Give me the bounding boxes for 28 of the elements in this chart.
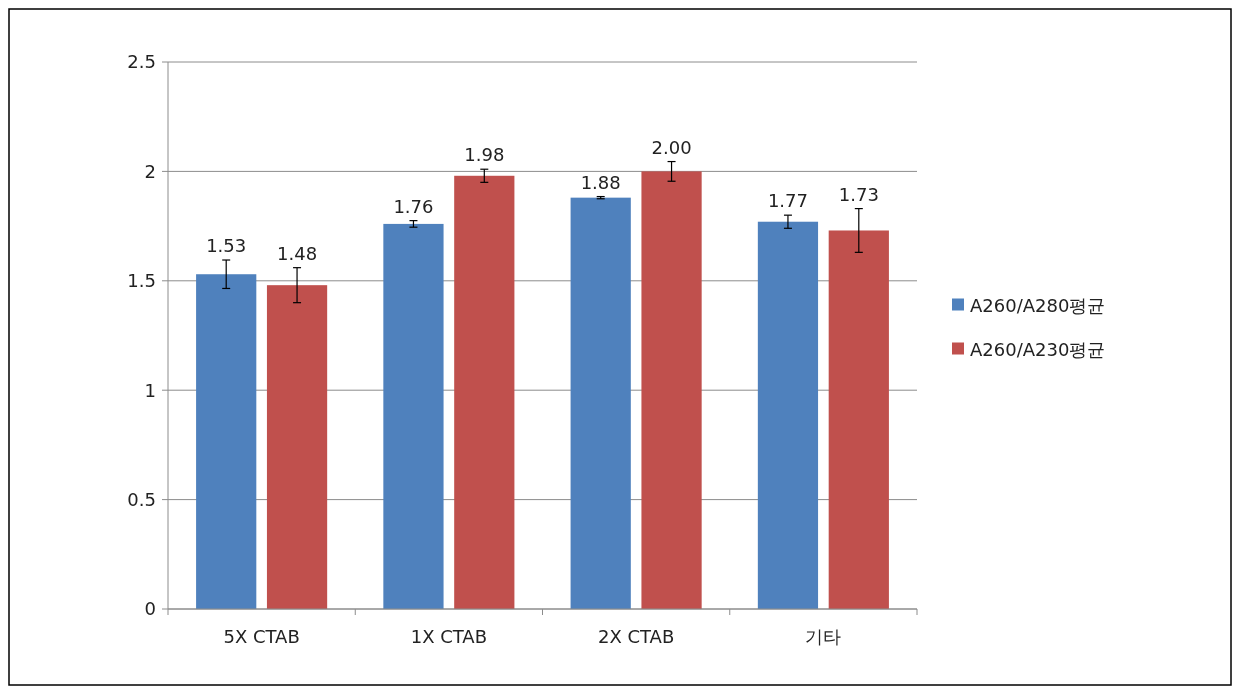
data-label: 1.76: [393, 195, 434, 217]
data-label: 1.98: [464, 144, 505, 166]
x-tick-label: 기타: [805, 626, 842, 647]
y-tick-label: 0.5: [127, 488, 156, 510]
bar: [641, 171, 702, 609]
y-tick-label: 0: [144, 598, 156, 620]
bar: [196, 274, 257, 609]
bar: [266, 285, 328, 609]
x-tick-label: 5X CTAB: [223, 626, 300, 647]
data-label: 1.53: [206, 235, 247, 257]
bar: [454, 175, 515, 609]
data-label: 1.88: [580, 171, 621, 193]
y-tick-label: 2.5: [127, 51, 156, 73]
legend-label: A260/A280평균: [970, 294, 1106, 316]
y-tick-label: 1: [144, 379, 156, 401]
bar: [383, 223, 444, 609]
bar: [828, 230, 889, 609]
data-label: 1.77: [767, 190, 808, 212]
y-tick-label: 2: [144, 160, 156, 182]
bar: [757, 221, 819, 609]
y-tick-label: 1.5: [127, 270, 156, 292]
bar: [570, 197, 631, 609]
data-label: 1.48: [277, 242, 318, 264]
data-label: 1.73: [838, 183, 879, 205]
x-tick-label: 2X CTAB: [597, 626, 675, 647]
legend-label: A260/A230평균: [970, 338, 1106, 360]
x-tick-label: 1X CTAB: [410, 626, 488, 647]
data-label: 2.00: [651, 136, 692, 158]
